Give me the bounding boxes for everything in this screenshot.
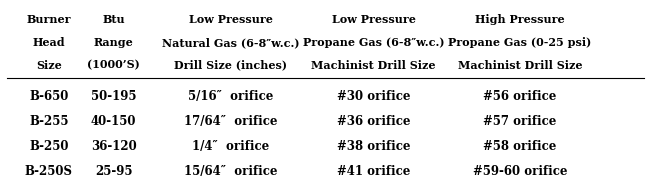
Text: 40-150: 40-150: [91, 115, 136, 128]
Text: Machinist Drill Size: Machinist Drill Size: [311, 60, 436, 71]
Text: 5/16″  orifice: 5/16″ orifice: [188, 90, 274, 103]
Text: Machinist Drill Size: Machinist Drill Size: [458, 60, 582, 71]
Text: #59-60 orifice: #59-60 orifice: [473, 165, 567, 178]
Text: Low Pressure: Low Pressure: [188, 14, 273, 25]
Text: 36-120: 36-120: [91, 140, 136, 153]
Text: B-255: B-255: [29, 115, 68, 128]
Text: #57 orifice: #57 orifice: [484, 115, 556, 128]
Text: #56 orifice: #56 orifice: [484, 90, 556, 103]
Text: Drill Size (inches): Drill Size (inches): [174, 60, 287, 71]
Text: 50-195: 50-195: [91, 90, 136, 103]
Text: B-250: B-250: [29, 140, 68, 153]
Text: #30 orifice: #30 orifice: [337, 90, 411, 103]
Text: B-250S: B-250S: [25, 165, 73, 178]
Text: 25-95: 25-95: [95, 165, 133, 178]
Text: Size: Size: [36, 60, 62, 71]
Text: Propane Gas (0-25 psi): Propane Gas (0-25 psi): [448, 37, 592, 48]
Text: Range: Range: [94, 37, 134, 48]
Text: #38 orifice: #38 orifice: [337, 140, 411, 153]
Text: #41 orifice: #41 orifice: [337, 165, 410, 178]
Text: High Pressure: High Pressure: [475, 14, 565, 25]
Text: #36 orifice: #36 orifice: [337, 115, 411, 128]
Text: Natural Gas (6-8″w.c.): Natural Gas (6-8″w.c.): [162, 37, 300, 48]
Text: Head: Head: [32, 37, 65, 48]
Text: 1/4″  orifice: 1/4″ orifice: [192, 140, 269, 153]
Text: #58 orifice: #58 orifice: [484, 140, 556, 153]
Text: Low Pressure: Low Pressure: [332, 14, 416, 25]
Text: 15/64″  orifice: 15/64″ orifice: [184, 165, 278, 178]
Text: Propane Gas (6-8″w.c.): Propane Gas (6-8″w.c.): [303, 37, 445, 48]
Text: (1000’S): (1000’S): [87, 60, 140, 71]
Text: B-650: B-650: [29, 90, 68, 103]
Text: Btu: Btu: [103, 14, 125, 25]
Text: Burner: Burner: [27, 14, 71, 25]
Text: 17/64″  orifice: 17/64″ orifice: [184, 115, 278, 128]
